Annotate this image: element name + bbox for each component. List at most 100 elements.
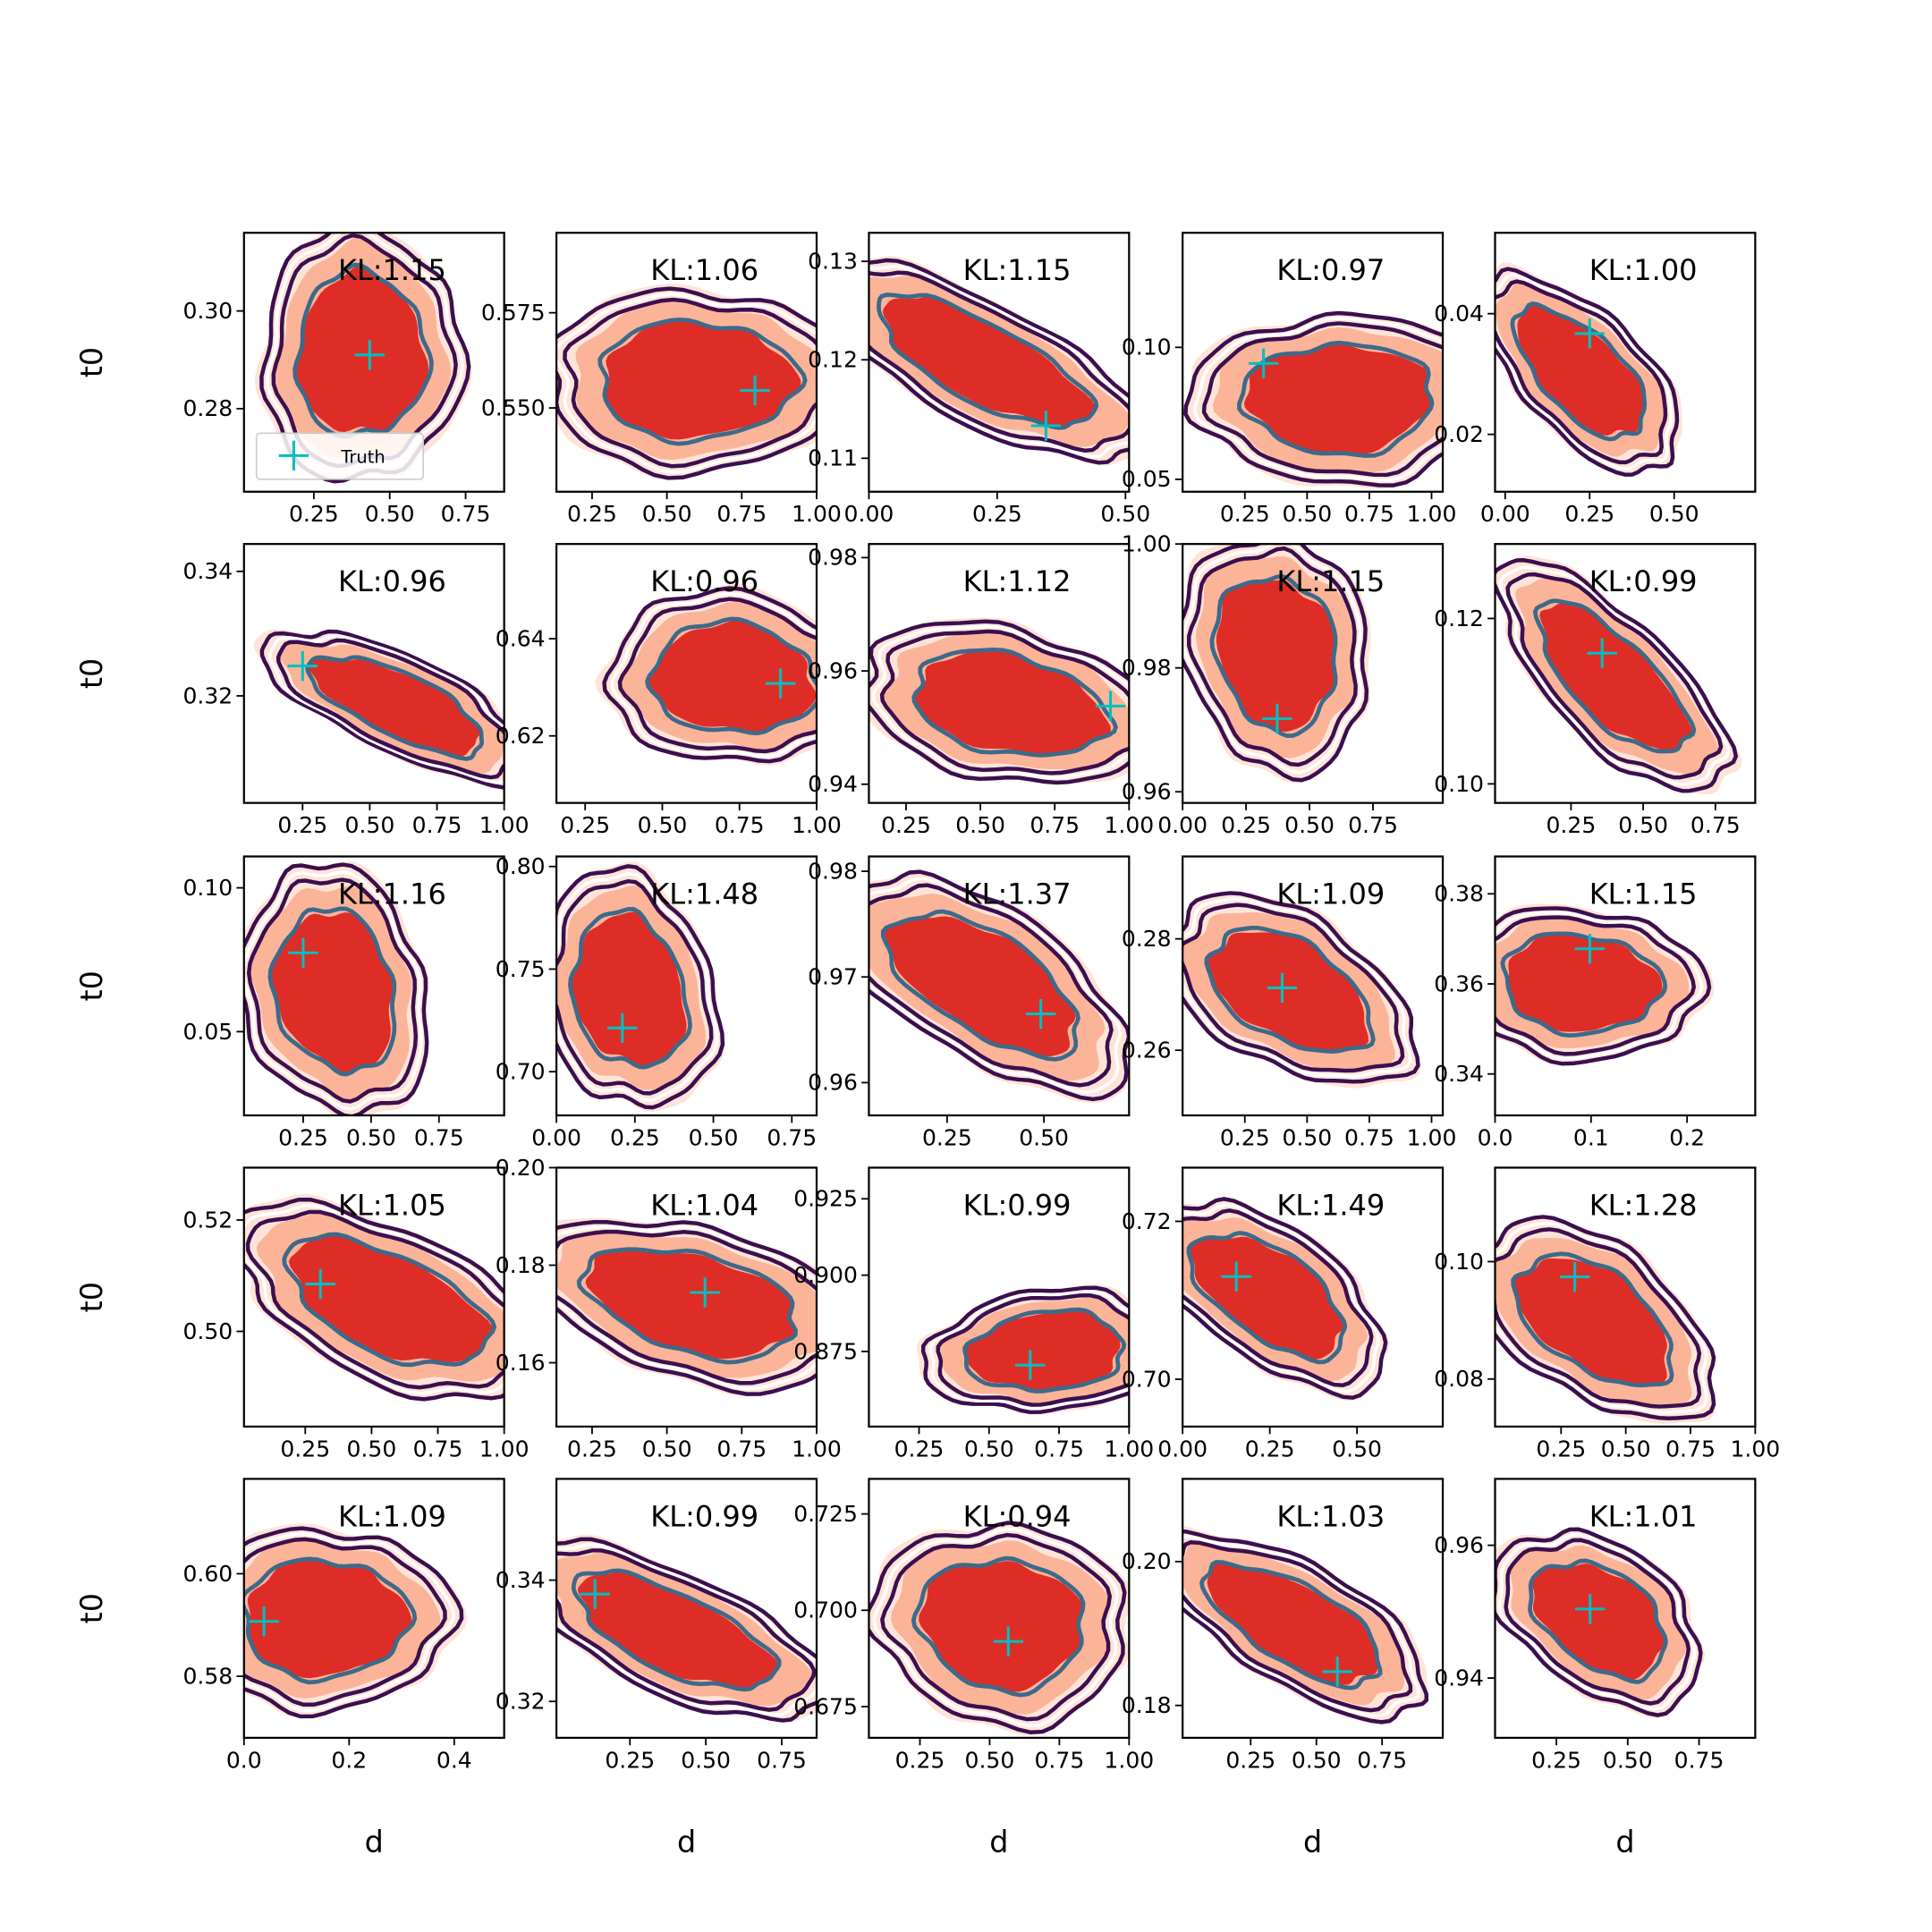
x-tick-label: 0.50 — [1618, 812, 1668, 838]
panel-title: KL:1.15 — [1276, 564, 1385, 598]
y-tick-label: 0.62 — [496, 723, 546, 749]
y-axis-label: t0 — [74, 658, 109, 689]
panel-title: KL:1.15 — [338, 253, 446, 287]
x-tick-label: 0.75 — [1034, 1436, 1084, 1462]
truth-marker — [607, 1013, 638, 1043]
contour-gap — [243, 870, 423, 1111]
x-tick-label: 0.25 — [280, 1436, 330, 1462]
x-tick-label: 1.00 — [1104, 1747, 1154, 1773]
x-tick-label: 0.75 — [767, 1124, 817, 1150]
panel-title: KL:1.00 — [1589, 253, 1698, 287]
y-tick-label: 0.12 — [1434, 606, 1484, 631]
contour-core — [645, 616, 817, 736]
x-tick-label: 0.1 — [1573, 1124, 1609, 1150]
x-tick-label: 0.75 — [1665, 1436, 1716, 1462]
contour-gap — [869, 265, 1130, 459]
x-tick-label: 0.50 — [955, 812, 1005, 838]
y-axis-label: t0 — [74, 970, 109, 1001]
y-tick-label: 0.30 — [182, 298, 233, 324]
panel — [1182, 891, 1421, 1089]
axes-frame — [868, 855, 1131, 1117]
density-core — [570, 911, 687, 1066]
contour-gap — [928, 1290, 1130, 1411]
contour-core — [305, 655, 484, 761]
panel-title: KL:1.48 — [650, 877, 758, 911]
y-tick-label: 0.675 — [793, 1693, 858, 1719]
panel — [243, 1523, 468, 1719]
axes-frame — [242, 543, 505, 804]
axes-frame — [1494, 543, 1757, 804]
x-tick-label: 0.25 — [1536, 1436, 1586, 1462]
y-tick-label: 0.38 — [1434, 881, 1484, 907]
truth-marker — [1025, 998, 1056, 1030]
x-tick-label: 0.25 — [1564, 501, 1614, 527]
y-tick-label: 0.96 — [1434, 1532, 1484, 1558]
truth-marker — [1574, 318, 1605, 349]
contour-gap — [1182, 1203, 1381, 1394]
contour-inner — [1182, 902, 1405, 1073]
contour-gap — [872, 1527, 1119, 1728]
y-tick-label: 0.98 — [808, 545, 858, 571]
truth-marker — [1559, 1261, 1590, 1292]
panel-title: KL:1.16 — [338, 877, 446, 911]
axes-frame — [242, 232, 505, 493]
contour-outer — [556, 1537, 817, 1723]
panel-title: KL:0.94 — [963, 1499, 1072, 1533]
contour-inner — [1182, 1208, 1374, 1387]
panel-title: KL:1.49 — [1276, 1188, 1385, 1222]
truth-marker — [1095, 691, 1126, 722]
x-tick-label: 0.75 — [1034, 1747, 1084, 1773]
contour-outer — [556, 864, 725, 1110]
contour-outer — [259, 629, 504, 790]
y-axis-label: t0 — [74, 1282, 109, 1312]
x-tick-label: 0.75 — [1357, 1747, 1407, 1773]
truth-marker — [765, 668, 796, 699]
panel — [556, 1217, 817, 1397]
panel-title: KL:1.06 — [650, 253, 758, 287]
x-tick-label: 0.50 — [1100, 501, 1150, 527]
x-tick-label: 0.25 — [605, 1747, 655, 1773]
density-core — [965, 1310, 1121, 1392]
x-tick-label: 0.4 — [436, 1747, 472, 1773]
truth-marker — [740, 375, 770, 406]
contour-inner — [880, 1532, 1113, 1722]
contour-gap — [556, 1224, 817, 1391]
panel — [1495, 262, 1682, 478]
y-tick-label: 0.36 — [1434, 970, 1484, 996]
x-tick-label: 0.50 — [1603, 1747, 1653, 1773]
axes-frame — [868, 232, 1131, 493]
panel — [1182, 544, 1371, 784]
truth-marker — [287, 650, 318, 682]
axes-frame — [555, 543, 818, 804]
density-core — [646, 620, 817, 733]
panel-title: KL:1.37 — [963, 877, 1072, 911]
x-tick-label: 0.25 — [895, 1747, 945, 1773]
contour-outer — [556, 286, 817, 480]
panel-title: KL:1.05 — [338, 1188, 446, 1222]
y-tick-label: 0.05 — [1122, 466, 1172, 492]
x-tick-label: 0.50 — [642, 501, 692, 527]
y-tick-label: 0.98 — [1122, 655, 1172, 681]
x-tick-label: 0.75 — [1690, 812, 1741, 838]
contour-core — [1186, 1230, 1348, 1365]
x-tick-label: 0.75 — [715, 812, 765, 838]
panel-title: KL:0.97 — [1276, 253, 1385, 287]
contour-inner — [936, 1293, 1130, 1407]
x-tick-label: 0.50 — [638, 812, 688, 838]
truth-marker — [288, 937, 318, 968]
panel-title: KL:1.15 — [963, 253, 1072, 287]
x-tick-label: 0.75 — [757, 1747, 807, 1773]
y-tick-label: 0.900 — [793, 1262, 858, 1288]
x-tick-label: 1.00 — [1407, 1124, 1457, 1150]
contour-outer — [869, 258, 1130, 465]
contour-core — [1199, 1560, 1383, 1690]
contour-inner — [246, 877, 419, 1104]
panel-title: KL:0.99 — [650, 1499, 758, 1533]
contour-inner — [556, 878, 714, 1096]
contour-inner — [243, 1537, 447, 1707]
x-tick-label: 0.00 — [1480, 501, 1530, 527]
contour-gap — [871, 624, 1130, 780]
y-tick-label: 0.08 — [1434, 1366, 1484, 1392]
x-tick-label: 1.00 — [1104, 1436, 1154, 1462]
